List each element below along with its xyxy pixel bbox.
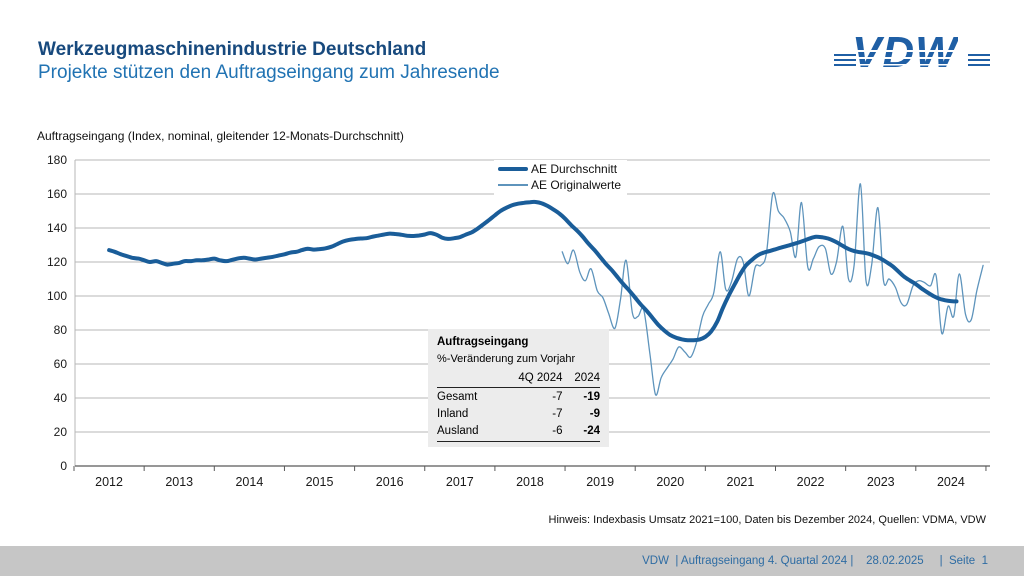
svg-text:40: 40 — [54, 391, 68, 405]
inset-table-subtitle: %-Veränderung zum Vorjahr — [437, 353, 576, 365]
table-row: Inland -7 -9 — [437, 405, 600, 422]
svg-text:60: 60 — [54, 357, 68, 371]
svg-text:2020: 2020 — [656, 475, 684, 489]
col-header-2024: 2024 — [562, 371, 600, 388]
legend-label: AE Originalwerte — [531, 178, 622, 192]
vdw-logo: VDW — [834, 28, 990, 82]
svg-text:20: 20 — [54, 425, 68, 439]
svg-text:100: 100 — [47, 289, 67, 303]
svg-text:2017: 2017 — [446, 475, 474, 489]
col-header-4q2024: 4Q 2024 — [497, 371, 563, 388]
footer-bar: VDW | Auftragseingang 4. Quartal 2024 | … — [0, 546, 1024, 576]
table-header-row: 4Q 2024 2024 — [437, 371, 600, 388]
logo-text: VDW — [834, 28, 958, 78]
legend-item-durchschnitt: AE Durchschnitt — [498, 161, 621, 177]
logo-stripes-icon — [834, 54, 856, 68]
chart-axis-label: Auftragseingang (Index, nominal, gleiten… — [37, 129, 404, 143]
svg-text:2012: 2012 — [95, 475, 123, 489]
thick-line-sample-icon — [498, 166, 528, 172]
row-label: Ausland — [437, 422, 498, 442]
svg-text:2013: 2013 — [165, 475, 193, 489]
chart-legend: AE Durchschnitt AE Originalwerte — [494, 160, 628, 195]
svg-text:180: 180 — [47, 153, 67, 167]
svg-text:2014: 2014 — [235, 475, 263, 489]
svg-text:2018: 2018 — [516, 475, 544, 489]
svg-text:2023: 2023 — [867, 475, 895, 489]
svg-text:0: 0 — [60, 459, 67, 473]
value-4q: -7 — [552, 407, 563, 420]
logo-stripes-icon — [968, 54, 990, 68]
footer-text: VDW | Auftragseingang 4. Quartal 2024 | … — [642, 555, 988, 567]
legend-item-originalwerte: AE Originalwerte — [498, 177, 621, 193]
table-row: Gesamt -7 -19 — [437, 388, 600, 406]
svg-text:160: 160 — [47, 187, 67, 201]
inset-data-table: 4Q 2024 2024 Gesamt -7 -19 Inland -7 -9 … — [437, 371, 600, 442]
svg-text:2022: 2022 — [797, 475, 825, 489]
svg-text:2024: 2024 — [937, 475, 965, 489]
row-label: Inland — [437, 407, 469, 420]
table-row: Ausland -6 -24 — [437, 422, 600, 442]
value-year: -24 — [562, 422, 600, 442]
value-year: -9 — [589, 407, 600, 420]
svg-text:2019: 2019 — [586, 475, 614, 489]
svg-text:140: 140 — [47, 221, 67, 235]
page-title: Werkzeugmaschinenindustrie Deutschland — [38, 39, 427, 60]
thin-line-sample-icon — [498, 184, 528, 186]
value-year: -19 — [583, 390, 600, 403]
svg-text:120: 120 — [47, 255, 67, 269]
inset-table-title: Auftragseingang — [437, 336, 529, 348]
svg-text:2021: 2021 — [727, 475, 755, 489]
col-header-empty — [437, 371, 498, 388]
value-4q: -6 — [497, 422, 563, 442]
value-4q: -7 — [552, 390, 563, 403]
row-label: Gesamt — [437, 390, 478, 403]
source-note: Hinweis: Indexbasis Umsatz 2021=100, Dat… — [548, 514, 986, 526]
inset-table: Auftragseingang %-Veränderung zum Vorjah… — [428, 329, 609, 447]
page-subtitle: Projekte stützen den Auftragseingang zum… — [38, 62, 500, 83]
svg-text:2015: 2015 — [306, 475, 334, 489]
legend-label: AE Durchschnitt — [531, 162, 618, 176]
svg-text:80: 80 — [54, 323, 68, 337]
svg-text:2016: 2016 — [376, 475, 404, 489]
